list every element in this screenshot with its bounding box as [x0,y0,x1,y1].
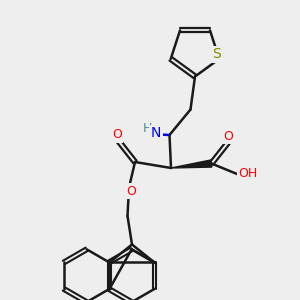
Text: O: O [127,184,136,198]
Text: OH: OH [238,167,257,181]
Text: N: N [151,127,161,140]
Text: O: O [112,128,122,142]
Polygon shape [171,160,212,168]
Text: O: O [223,130,233,143]
Text: S: S [212,47,220,61]
Text: H: H [142,122,152,136]
